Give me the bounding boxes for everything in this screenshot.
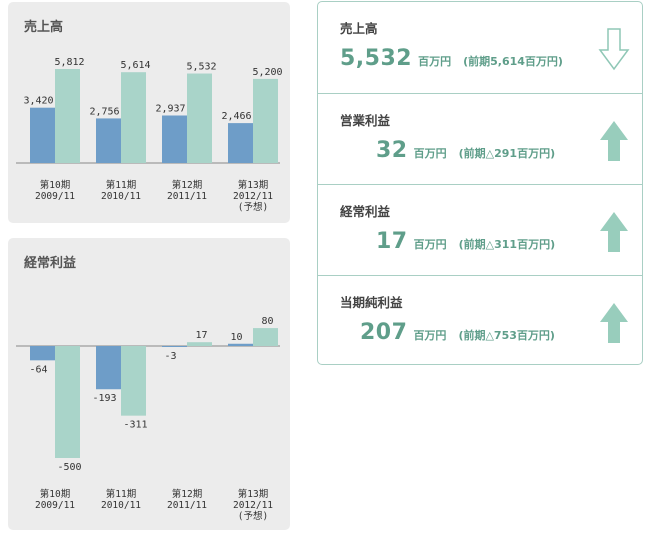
summary-row-net-income: 当期純利益 207 百万円 (前期△753百万円) bbox=[318, 275, 642, 366]
bar-series-2 bbox=[55, 69, 80, 163]
data-label: -193 bbox=[92, 393, 116, 404]
x-tick-label: 第13期 bbox=[238, 179, 268, 191]
x-tick-label: (予想) bbox=[238, 201, 268, 213]
summary-unit: 百万円 bbox=[413, 329, 447, 342]
x-tick-label: 2009/11 bbox=[35, 500, 75, 511]
bar-series-1 bbox=[96, 346, 121, 390]
bar-series-1 bbox=[228, 123, 253, 163]
chart-title: 売上高 bbox=[24, 20, 64, 35]
x-tick-label: 2012/11 bbox=[233, 191, 273, 202]
data-label: 80 bbox=[261, 316, 273, 327]
data-label: 17 bbox=[195, 330, 207, 341]
data-label: 2,937 bbox=[155, 103, 185, 114]
summary-row-sales: 売上高 5,532 百万円 (前期5,614百万円) bbox=[318, 2, 642, 93]
bar-series-1 bbox=[228, 343, 253, 346]
bar-series-2 bbox=[121, 346, 146, 416]
data-label: 2,466 bbox=[221, 111, 251, 122]
bar-series-1 bbox=[162, 346, 187, 347]
x-tick-label: 2011/11 bbox=[167, 191, 207, 202]
summary-previous: (前期△291百万円) bbox=[458, 147, 556, 160]
summary-value: 207 bbox=[360, 320, 408, 345]
summary-previous: (前期5,614百万円) bbox=[463, 55, 563, 68]
x-tick-label: (予想) bbox=[238, 510, 268, 522]
x-tick-label: 第12期 bbox=[172, 488, 202, 500]
data-label: 5,532 bbox=[186, 62, 216, 73]
bar-series-2 bbox=[55, 346, 80, 458]
x-tick-label: 2009/11 bbox=[35, 191, 75, 202]
summary-previous: (前期△753百万円) bbox=[458, 329, 555, 342]
bar-series-1 bbox=[96, 118, 121, 163]
summary-row-figures: 17 百万円 (前期△311百万円) bbox=[376, 229, 555, 254]
data-label: 5,200 bbox=[252, 67, 282, 78]
data-label: 2,756 bbox=[89, 106, 119, 117]
x-tick-label: 第13期 bbox=[238, 488, 268, 500]
summary-row-title: 当期純利益 bbox=[340, 295, 403, 310]
bar-series-2 bbox=[187, 73, 212, 163]
chart-title: 経常利益 bbox=[24, 256, 77, 271]
data-label: 5,812 bbox=[54, 57, 84, 68]
summary-row-figures: 5,532 百万円 (前期5,614百万円) bbox=[340, 46, 563, 71]
data-label: 5,614 bbox=[120, 60, 150, 71]
results-summary-box: 売上高 5,532 百万円 (前期5,614百万円) 営業利益 32 百万円 (前期△2… bbox=[317, 1, 643, 365]
bar-series-1 bbox=[162, 115, 187, 163]
summary-row-title: 売上高 bbox=[340, 21, 378, 36]
summary-value: 32 bbox=[376, 138, 408, 163]
x-tick-label: 2010/11 bbox=[101, 500, 141, 511]
data-label: 10 bbox=[230, 332, 242, 343]
bar-series-2 bbox=[187, 342, 212, 346]
summary-row-title: 営業利益 bbox=[340, 113, 391, 128]
x-tick-label: 第11期 bbox=[106, 488, 136, 500]
summary-value: 5,532 bbox=[340, 46, 413, 71]
summary-previous: (前期△311百万円) bbox=[458, 238, 556, 251]
bar-series-2 bbox=[121, 72, 146, 163]
summary-row-figures: 207 百万円 (前期△753百万円) bbox=[360, 320, 555, 345]
x-tick-label: 2012/11 bbox=[233, 500, 273, 511]
summary-value: 17 bbox=[376, 229, 408, 254]
ordinary-profit-chart-panel: 経常利益 -64 -500 第10期 2009/11 -193 -311 第11期 2010/… bbox=[8, 238, 290, 530]
bar-series-1 bbox=[30, 107, 55, 163]
summary-row-ordinary-profit: 経常利益 17 百万円 (前期△311百万円) bbox=[318, 184, 642, 275]
data-label: -311 bbox=[123, 420, 147, 431]
summary-unit: 百万円 bbox=[413, 147, 447, 160]
sales-chart-panel: 売上高 3,420 5,812 第10期 2009/11 2,756 5,614 第11期 2… bbox=[8, 2, 290, 223]
bar-series-2 bbox=[253, 78, 278, 163]
summary-row-figures: 32 百万円 (前期△291百万円) bbox=[376, 138, 555, 163]
arrow-up-icon bbox=[600, 121, 628, 161]
arrow-up-icon bbox=[600, 212, 628, 252]
bar-series-2 bbox=[253, 328, 278, 346]
data-label: -64 bbox=[29, 364, 47, 375]
x-tick-label: 第10期 bbox=[40, 179, 70, 191]
data-label: -500 bbox=[57, 462, 81, 473]
data-label: 3,420 bbox=[23, 96, 53, 107]
arrow-up-icon bbox=[600, 303, 628, 343]
arrow-down-icon bbox=[598, 28, 630, 71]
x-tick-label: 2011/11 bbox=[167, 500, 207, 511]
x-tick-label: 第11期 bbox=[106, 179, 136, 191]
data-label: -3 bbox=[164, 351, 176, 362]
bar-series-1 bbox=[30, 346, 55, 361]
summary-row-title: 経常利益 bbox=[340, 204, 391, 219]
summary-row-operating-profit: 営業利益 32 百万円 (前期△291百万円) bbox=[318, 93, 642, 184]
x-tick-label: 2010/11 bbox=[101, 191, 141, 202]
x-tick-label: 第10期 bbox=[40, 488, 70, 500]
summary-unit: 百万円 bbox=[418, 55, 452, 68]
summary-unit: 百万円 bbox=[413, 238, 447, 251]
x-tick-label: 第12期 bbox=[172, 179, 202, 191]
